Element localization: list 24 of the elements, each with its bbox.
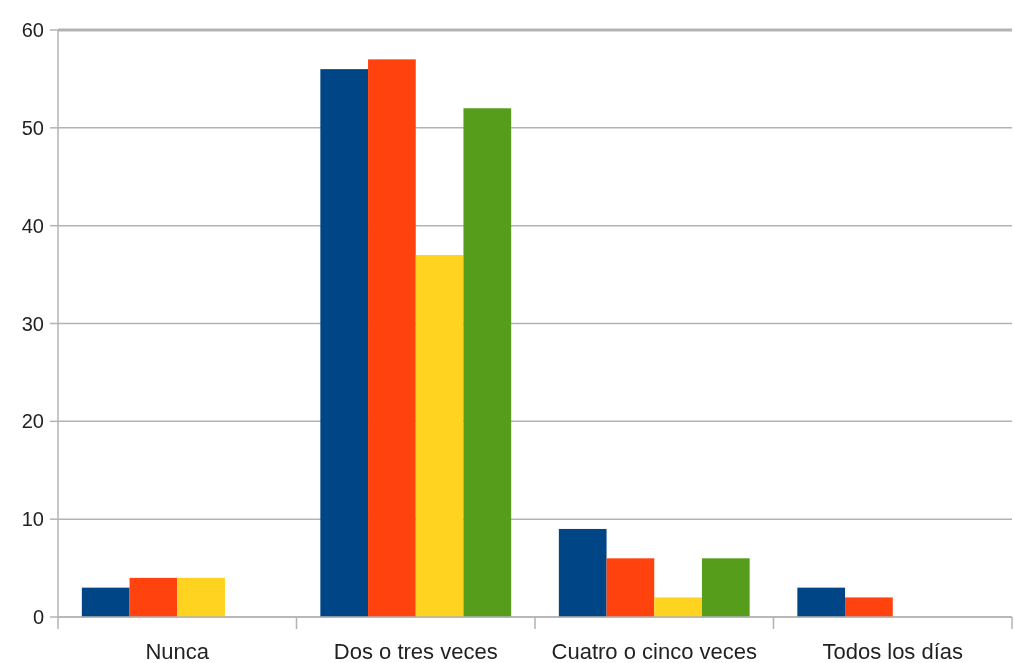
bar	[797, 587, 846, 617]
bar	[701, 558, 750, 617]
y-tick-label: 40	[21, 214, 44, 237]
y-tick-label: 50	[21, 116, 44, 139]
bar	[415, 255, 464, 617]
x-tick-label: Dos o tres veces	[333, 639, 498, 663]
y-tick-label: 0	[32, 606, 44, 628]
y-tick-label: 30	[21, 312, 44, 335]
bar	[177, 577, 225, 617]
y-tick-label: 20	[21, 410, 44, 433]
bar	[129, 577, 178, 617]
bar	[81, 587, 130, 617]
bar	[320, 69, 369, 617]
bar	[654, 597, 702, 617]
y-tick-label: 10	[21, 508, 44, 531]
x-tick-label: Nunca	[145, 639, 210, 663]
bar	[558, 528, 607, 617]
x-tick-label: Todos los días	[822, 639, 964, 663]
x-tick-label: Cuatro o cinco veces	[551, 639, 757, 663]
bar	[845, 597, 893, 617]
bar	[368, 59, 416, 617]
bar	[463, 108, 512, 617]
bar	[606, 558, 655, 617]
y-tick-label: 60	[21, 19, 44, 41]
